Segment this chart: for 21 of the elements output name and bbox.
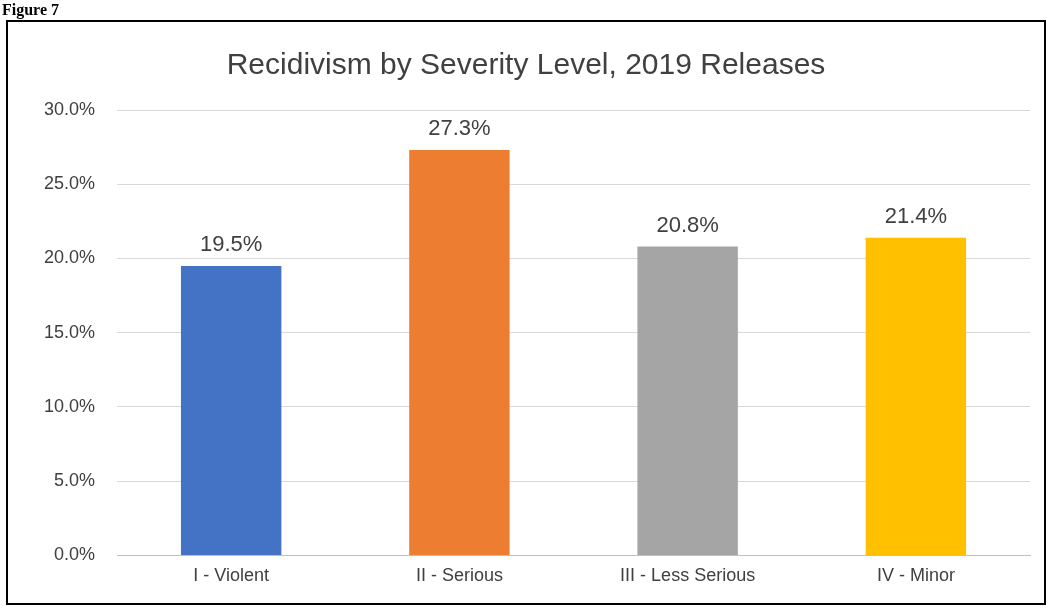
bar — [865, 237, 967, 555]
y-tick-label: 15.0% — [43, 321, 96, 342]
x-tick-label: I - Violent — [193, 565, 270, 586]
x-tick-label: II - Serious — [415, 565, 503, 586]
data-label: 20.8% — [656, 211, 719, 237]
bar — [409, 150, 510, 555]
y-tick-label: 10.0% — [43, 395, 96, 416]
y-tick-label: 25.0% — [43, 173, 96, 194]
bar — [180, 265, 282, 555]
caption: Figure 7 — [1, 0, 61, 20]
y-tick-label: 5.0% — [54, 470, 96, 491]
y-tick-label: 30.0% — [43, 98, 96, 119]
y-tick-label: 20.0% — [43, 247, 96, 268]
data-label: 27.3% — [428, 115, 491, 141]
data-label: 19.5% — [199, 230, 263, 256]
y-tick-label: 0.0% — [54, 544, 96, 565]
x-tick-label: IV - Minor — [876, 565, 955, 586]
chart-title: Recidivism by Severity Level, 2019 Releases — [226, 47, 826, 81]
x-tick-label: III - Less Serious — [620, 565, 756, 586]
bar — [637, 246, 738, 555]
data-label: 21.4% — [884, 202, 948, 228]
